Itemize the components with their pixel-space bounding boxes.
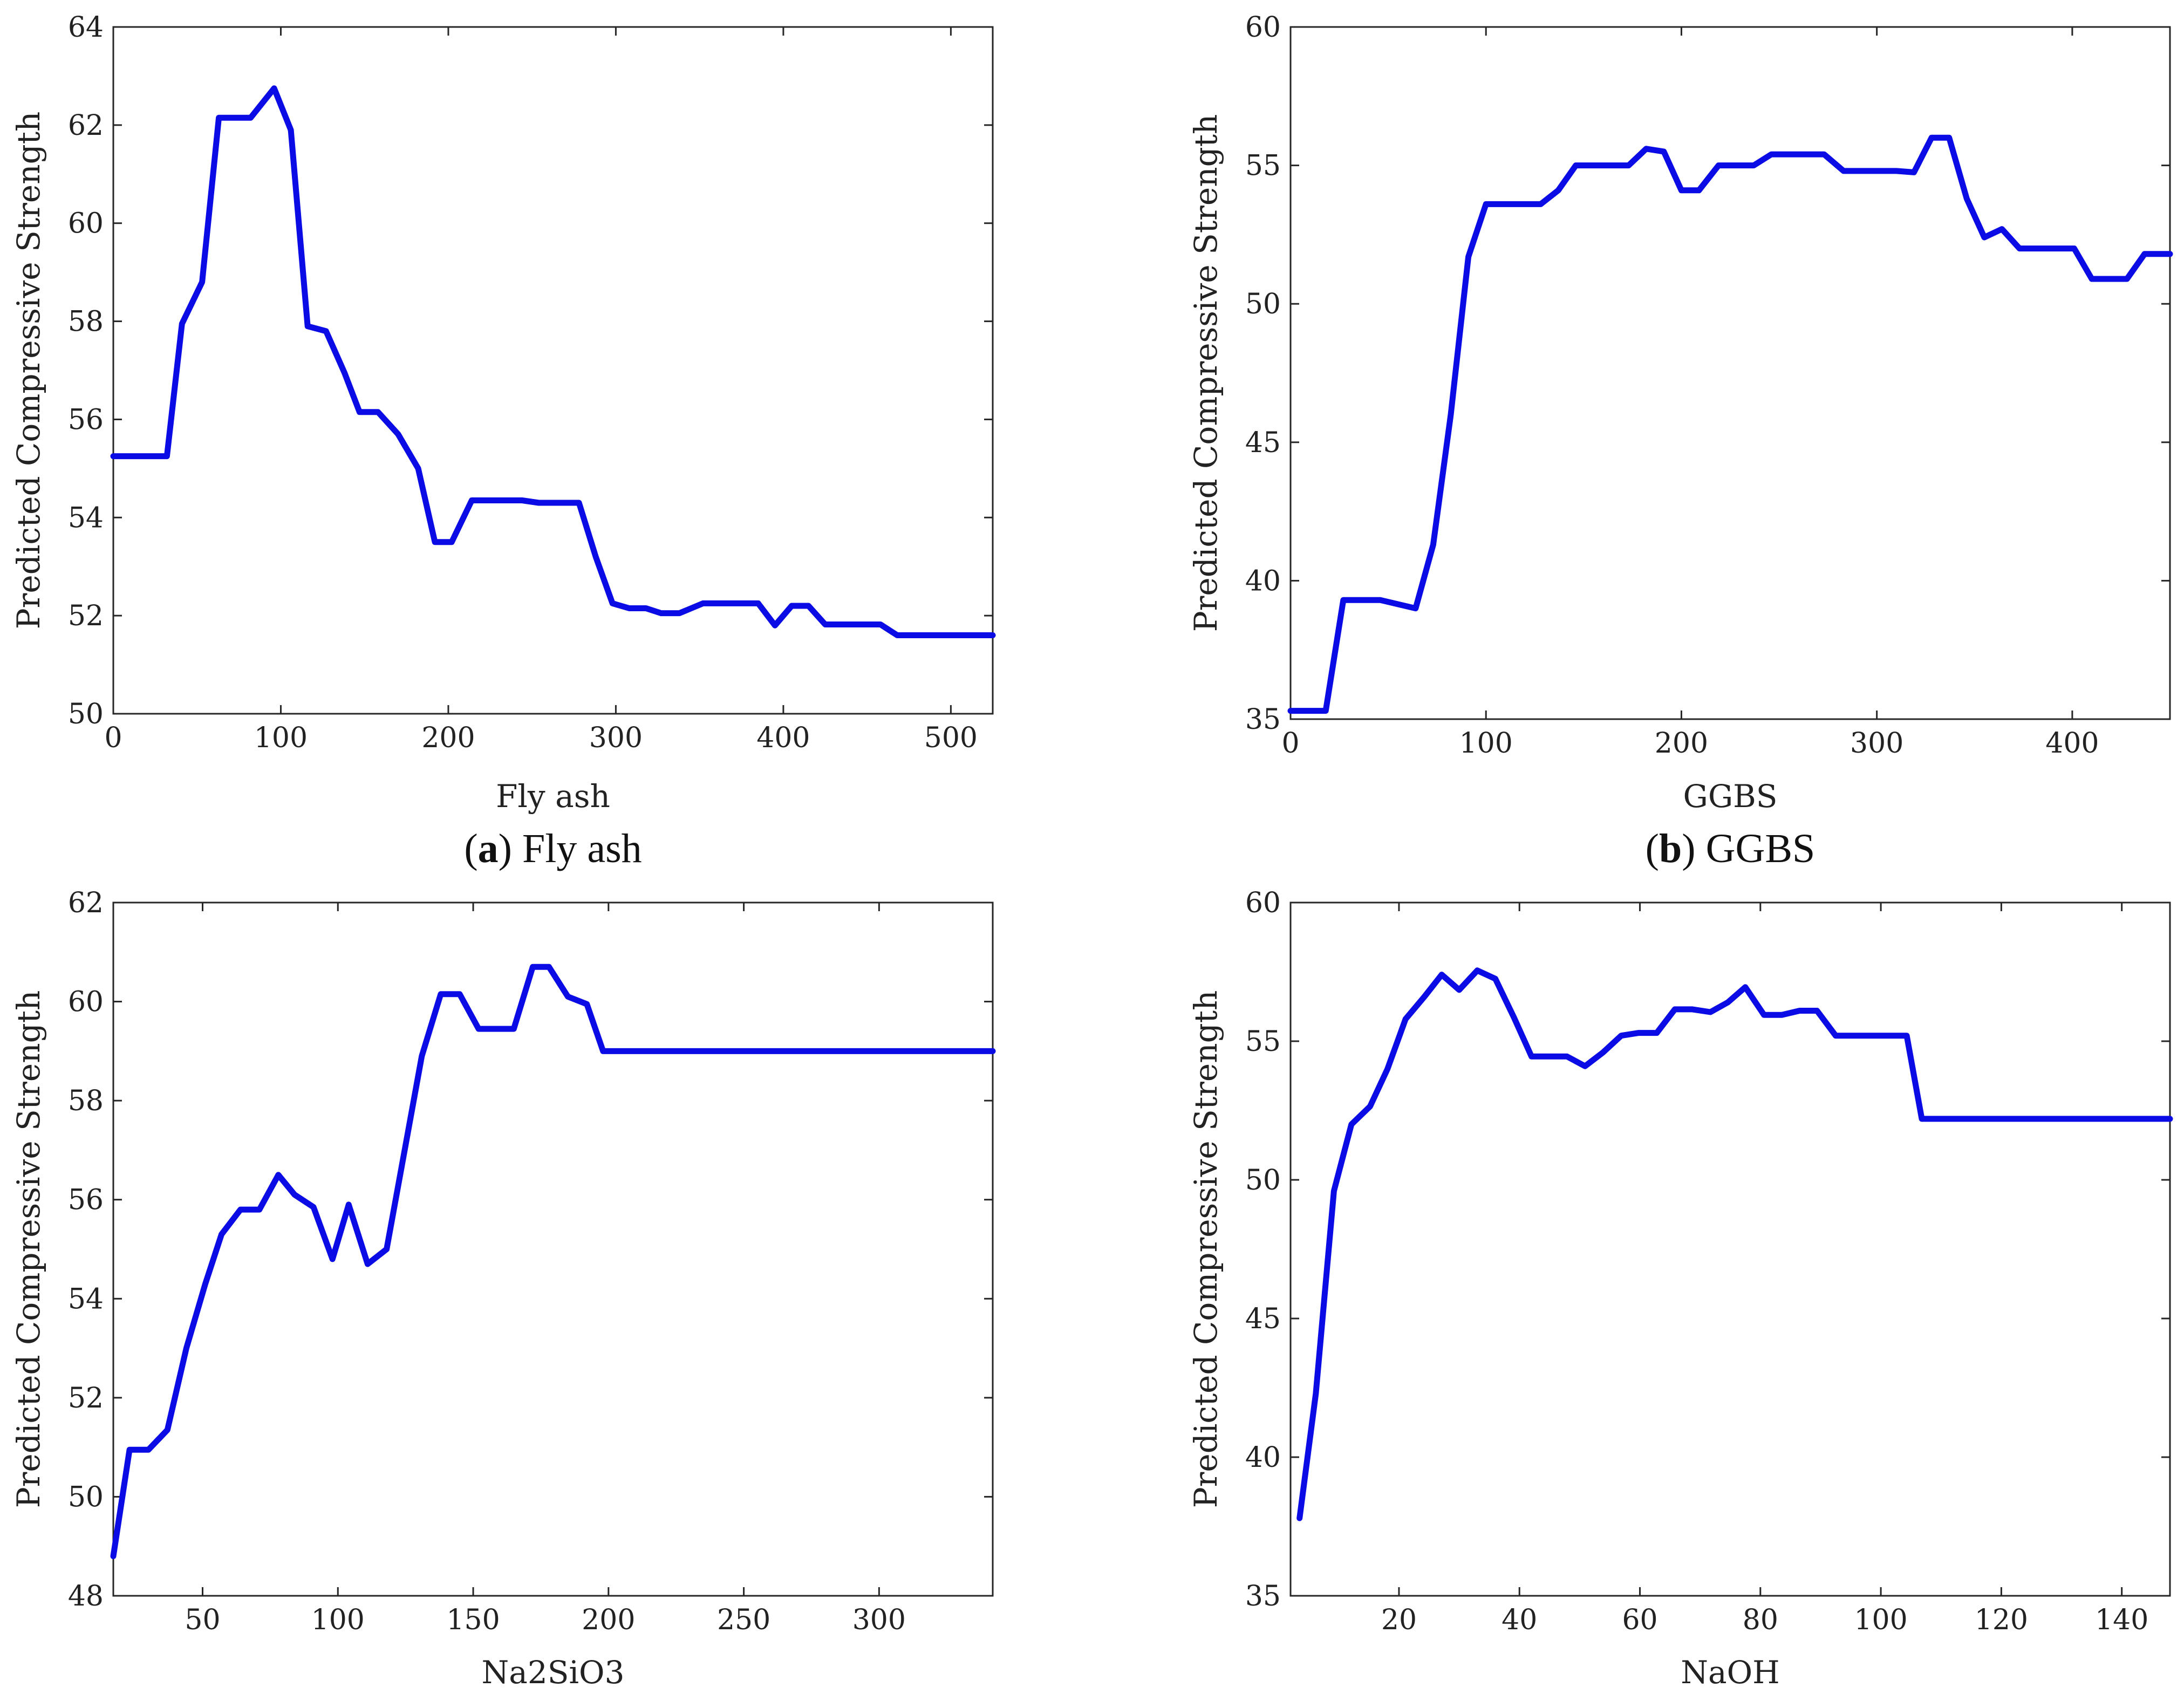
tick-marks [112,26,993,715]
y-axis-label: Predicted Compressive Strength [10,112,47,630]
x-tick-label: 0 [1281,727,1299,760]
x-tick-label: 100 [1459,727,1513,760]
y-tick-labels: 50 52 54 56 58 60 62 64 [68,11,104,730]
y-tick-label: 50 [68,698,104,730]
y-tick-labels: 35 40 45 50 55 60 [1245,887,1281,1613]
x-axis-label: Fly ash [496,778,610,815]
y-tick-label: 45 [1245,427,1281,459]
x-tick-label: 60 [1622,1604,1657,1636]
tick-marks [1291,901,2170,1597]
x-tick-label: 200 [1655,727,1708,760]
caption-text: GGBS [1706,826,1816,871]
series-line [1287,134,2173,714]
y-tick-label: 52 [68,600,104,632]
x-tick-label: 140 [2095,1604,2148,1636]
x-tick-label: 0 [104,722,122,754]
chart-panel-b: 0 100 200 300 400 35 40 45 50 55 60 GGBS Predicte… [1187,11,2173,871]
x-tick-label: 50 [185,1604,220,1636]
x-tick-labels: 20 40 60 80 100 120 140 [1381,1604,2148,1636]
y-tick-label: 40 [1245,565,1281,597]
plot-frame [112,901,994,1597]
y-tick-label: 54 [68,1283,104,1315]
y-axis-label: Predicted Compressive Strength [10,990,47,1508]
x-tick-labels: 0 100 200 300 400 500 [104,722,978,754]
y-tick-label: 58 [68,306,104,338]
x-tick-label: 100 [1854,1604,1907,1636]
chart-panel-d: 20 40 60 80 100 120 140 35 40 45 50 55 60 NaOH Pred… [1187,887,2173,1691]
y-tick-label: 50 [1245,288,1281,320]
x-tick-label: 500 [924,722,978,754]
caption-letter: a [478,826,499,871]
caption-text: Fly ash [522,826,642,871]
x-axis-label: GGBS [1683,778,1777,815]
x-tick-label: 200 [582,1604,635,1636]
x-tick-label: 80 [1743,1604,1778,1636]
caption-letter: b [1659,826,1682,871]
y-tick-label: 45 [1245,1303,1281,1335]
x-tick-labels: 0 100 200 300 400 [1281,727,2099,760]
y-tick-label: 40 [1245,1442,1281,1474]
y-tick-label: 56 [68,404,104,436]
x-tick-label: 20 [1381,1604,1417,1636]
series-line [1296,967,2173,1521]
y-tick-label: 62 [68,110,104,142]
chart-panel-c: 50 100 150 200 250 300 48 50 52 54 56 58 60 62 Na2Si… [10,887,996,1691]
x-tick-label: 400 [2045,727,2099,760]
y-tick-label: 60 [68,208,104,240]
x-tick-label: 300 [589,722,643,754]
series-line [110,964,996,1560]
y-tick-label: 64 [68,11,104,44]
y-tick-label: 56 [68,1184,104,1217]
x-tick-label: 100 [254,722,308,754]
y-tick-label: 50 [1245,1164,1281,1197]
y-tick-label: 55 [1245,150,1281,182]
y-tick-label: 58 [68,1085,104,1117]
y-tick-label: 60 [1245,11,1281,44]
y-tick-label: 52 [68,1382,104,1415]
x-tick-label: 400 [756,722,810,754]
x-axis-label: NaOH [1681,1654,1779,1691]
x-tick-label: 150 [446,1604,500,1636]
x-tick-label: 300 [852,1604,906,1636]
panel-caption: (a) Fly ash [464,826,641,871]
y-tick-label: 60 [1245,887,1281,919]
y-tick-labels: 48 50 52 54 56 58 60 62 [68,887,104,1613]
tick-marks [1289,26,2170,720]
x-tick-labels: 50 100 150 200 250 300 [185,1604,906,1636]
x-tick-label: 200 [421,722,475,754]
y-tick-label: 50 [68,1481,104,1513]
y-axis-label: Predicted Compressive Strength [1187,114,1224,632]
y-tick-label: 35 [1245,703,1281,736]
y-tick-labels: 35 40 45 50 55 60 [1245,11,1281,736]
x-tick-label: 40 [1502,1604,1537,1636]
y-tick-label: 60 [68,986,104,1019]
plot-frame [1289,901,2171,1597]
plot-frame [112,26,994,715]
tick-marks [113,901,993,1597]
series-line [110,85,996,638]
y-axis-label: Predicted Compressive Strength [1187,990,1224,1508]
panel-caption: (b) GGBS [1646,826,1816,871]
plot-frame [1289,26,2171,720]
y-tick-label: 55 [1245,1026,1281,1058]
y-tick-label: 62 [68,887,104,919]
chart-panel-a: 0 100 200 300 400 500 50 52 54 56 58 60 62 64 Fly as… [10,11,996,871]
y-tick-label: 48 [68,1580,104,1613]
x-tick-label: 250 [717,1604,770,1636]
y-tick-label: 54 [68,502,104,534]
x-axis-label: Na2SiO3 [482,1654,625,1691]
x-tick-label: 120 [1975,1604,2028,1636]
x-tick-label: 100 [311,1604,365,1636]
y-tick-label: 35 [1245,1580,1281,1613]
x-tick-label: 300 [1850,727,1903,760]
